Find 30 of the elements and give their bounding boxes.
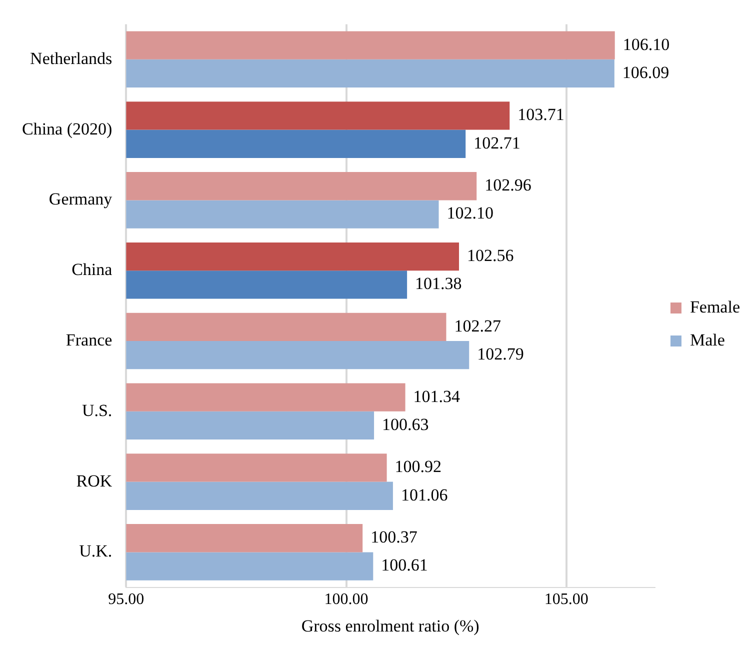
data-label: 100.92 bbox=[394, 457, 442, 476]
x-tick-label: 95.00 bbox=[108, 591, 144, 608]
data-label: 102.56 bbox=[467, 246, 514, 265]
data-label: 106.10 bbox=[622, 34, 670, 54]
data-label: 103.71 bbox=[518, 105, 564, 124]
data-label: 102.79 bbox=[477, 344, 524, 364]
legend-label: Female bbox=[690, 297, 740, 316]
legend-label: Male bbox=[690, 330, 725, 350]
y-tick-label: Netherlands bbox=[30, 48, 112, 68]
data-label: 102.10 bbox=[446, 204, 494, 223]
data-label: 102.27 bbox=[454, 316, 502, 336]
data-label: 101.38 bbox=[415, 274, 462, 294]
x-tick-label: 100.00 bbox=[324, 591, 368, 608]
y-tick-label: France bbox=[66, 330, 112, 350]
data-label: 100.37 bbox=[370, 528, 418, 547]
x-axis-title: Gross enrolment ratio (%) bbox=[301, 616, 480, 636]
y-tick-label: U.S. bbox=[82, 400, 112, 420]
data-label: 106.09 bbox=[622, 62, 670, 82]
data-label: 100.63 bbox=[382, 414, 429, 434]
data-label: 101.06 bbox=[400, 485, 448, 504]
y-tick-label: China bbox=[72, 260, 113, 280]
y-tick-label: China (2020) bbox=[22, 119, 112, 138]
y-tick-label: Germany bbox=[48, 190, 113, 209]
x-tick-label: 105.00 bbox=[544, 591, 588, 608]
data-label: 102.71 bbox=[474, 133, 520, 152]
data-label: 100.61 bbox=[381, 556, 428, 575]
data-label: 101.34 bbox=[413, 386, 461, 406]
y-tick-label: ROK bbox=[76, 471, 113, 490]
y-tick-label: U.K. bbox=[79, 542, 112, 561]
data-label: 102.96 bbox=[484, 176, 532, 195]
